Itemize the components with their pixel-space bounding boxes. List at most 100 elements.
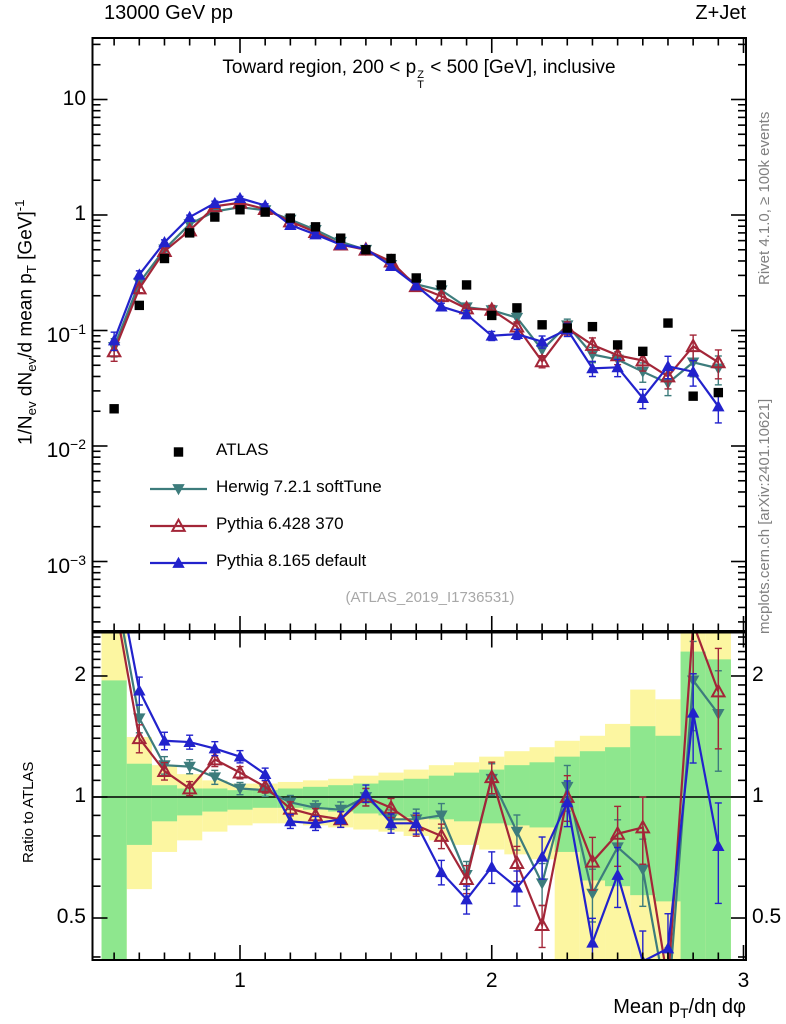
data-point-marker xyxy=(159,253,170,264)
data-point-marker xyxy=(660,368,676,383)
data-point-marker xyxy=(233,750,247,762)
data-point-marker xyxy=(710,353,727,369)
data-point-marker xyxy=(609,825,626,840)
data-point-marker xyxy=(359,787,373,799)
data-point-marker xyxy=(634,352,651,367)
x-axis-title: Mean pT/dη dφ xyxy=(613,996,746,1021)
data-point-marker xyxy=(662,976,674,987)
data-point-marker xyxy=(663,318,673,328)
data-point-marker xyxy=(183,735,196,747)
data-point-marker xyxy=(258,767,272,780)
legend-label-atlas: ATLAS xyxy=(216,440,269,459)
data-point-marker xyxy=(485,860,498,872)
legend-label-pythia6: Pythia 6.428 370 xyxy=(216,514,344,533)
uncertainty-band-green xyxy=(101,680,127,960)
data-point-marker xyxy=(109,404,119,414)
x-tick-label: 2 xyxy=(485,969,498,992)
data-point-marker xyxy=(260,207,270,217)
axis-ticks xyxy=(92,38,746,960)
data-point-marker xyxy=(208,742,222,754)
data-point-marker xyxy=(210,212,220,222)
data-point-marker xyxy=(586,362,599,374)
data-point-marker xyxy=(509,854,525,869)
data-point-marker xyxy=(383,799,399,814)
data-point-marker xyxy=(510,327,524,340)
data-point-marker xyxy=(537,320,547,330)
data-point-marker xyxy=(483,768,500,784)
data-point-marker xyxy=(208,196,222,209)
data-point-marker xyxy=(133,684,146,696)
ratio-axis-title: Ratio to ATLAS xyxy=(20,761,37,863)
data-point-marker xyxy=(334,238,347,250)
data-point-marker xyxy=(384,817,398,829)
data-point-marker xyxy=(461,280,472,290)
main-y-tick-label: 10−1 xyxy=(46,320,86,347)
main-y-tick-label: 10 xyxy=(62,86,86,110)
uncertainty-band-green xyxy=(202,788,228,812)
data-point-marker xyxy=(410,817,423,829)
data-point-marker xyxy=(435,300,448,312)
main-y-tick-label: 1 xyxy=(74,202,86,225)
data-point-marker xyxy=(173,447,184,457)
data-point-marker xyxy=(233,783,247,795)
data-point-marker xyxy=(411,273,421,283)
uncertainty-band-green xyxy=(252,790,278,808)
data-point-marker xyxy=(584,853,601,868)
ratio-series-pythia8 xyxy=(127,632,725,960)
data-point-marker xyxy=(584,336,601,351)
data-point-marker xyxy=(233,191,247,204)
data-point-marker xyxy=(334,813,347,825)
data-point-marker xyxy=(108,591,120,602)
data-point-marker xyxy=(586,936,599,948)
data-point-marker xyxy=(512,303,522,313)
data-point-marker xyxy=(384,259,398,272)
ratio-y-tick-label-right: 1 xyxy=(752,784,764,807)
data-point-marker xyxy=(235,205,245,215)
ratio-y-tick-label-left: 0.5 xyxy=(56,905,86,928)
data-point-marker xyxy=(361,245,371,255)
data-point-marker xyxy=(460,308,473,320)
beam-energy-label: 13000 GeV pp xyxy=(104,2,233,24)
main-y-tick-label: 10−3 xyxy=(46,551,86,578)
data-point-marker xyxy=(107,334,121,346)
data-point-marker xyxy=(284,218,297,230)
data-point-marker xyxy=(611,868,624,880)
ratio-y-tick-label-left: 1 xyxy=(74,784,86,807)
data-point-marker xyxy=(712,839,725,851)
analysis-watermark: (ATLAS_2019_I1736531) xyxy=(345,589,515,606)
data-point-marker xyxy=(685,337,702,353)
data-point-marker xyxy=(686,706,700,718)
data-point-marker xyxy=(535,850,549,862)
data-point-marker xyxy=(435,810,448,822)
uncertainty-band-green xyxy=(151,785,178,822)
data-point-marker xyxy=(587,321,598,332)
data-point-marker xyxy=(282,800,299,815)
process-label: Z+Jet xyxy=(695,2,746,24)
data-point-marker xyxy=(535,878,549,890)
data-point-marker xyxy=(172,556,185,568)
data-point-marker xyxy=(131,729,148,745)
legend-label-herwig: Herwig 7.2.1 softTune xyxy=(216,477,382,496)
data-point-marker xyxy=(636,366,649,378)
data-point-marker xyxy=(131,280,148,295)
data-point-marker xyxy=(485,329,498,341)
data-point-marker xyxy=(433,827,450,842)
data-point-marker xyxy=(710,683,727,698)
data-point-marker xyxy=(534,353,550,368)
data-point-marker xyxy=(410,279,423,291)
data-point-marker xyxy=(612,340,623,350)
data-point-marker xyxy=(181,780,198,795)
data-point-marker xyxy=(712,400,725,412)
data-point-marker xyxy=(510,826,524,838)
data-point-marker xyxy=(285,213,296,223)
data-point-marker xyxy=(458,870,475,885)
data-point-marker xyxy=(232,764,248,779)
main-y-tick-label: 10−2 xyxy=(46,436,86,462)
data-point-marker xyxy=(310,222,321,232)
rivet-version-note: Rivet 4.1.0, ≥ 100k events xyxy=(756,111,773,285)
data-point-marker xyxy=(336,233,346,243)
main-series-atlas xyxy=(109,205,724,414)
data-point-marker xyxy=(284,815,297,827)
